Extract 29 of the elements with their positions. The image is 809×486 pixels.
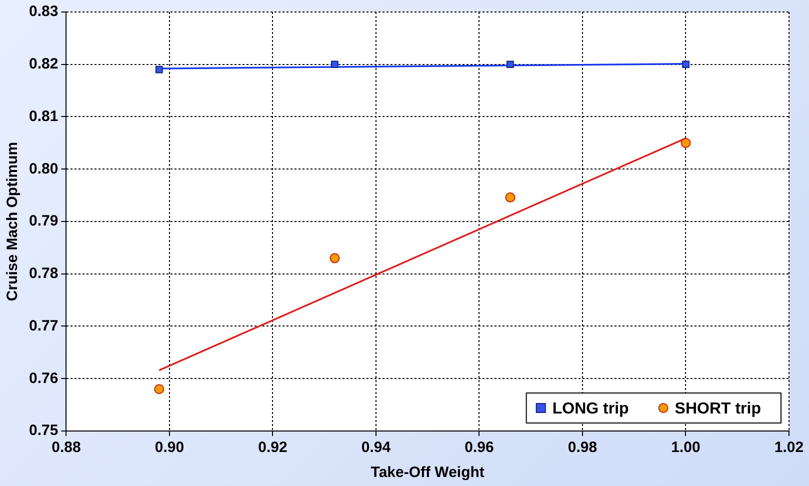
x-tick-label: 0.88	[52, 439, 81, 456]
point	[682, 60, 690, 68]
point	[505, 192, 516, 202]
y-tick-label: 0.77	[28, 317, 58, 334]
y-tick-label: 0.75	[28, 422, 58, 440]
legend-label: LONG trip	[552, 400, 630, 418]
x-tick-label: 0.92	[258, 439, 288, 456]
point	[154, 384, 164, 394]
point	[155, 66, 163, 74]
point	[330, 60, 338, 68]
x-axis-title: Take-Off Weight	[370, 464, 484, 482]
y-tick-label: 0.82	[28, 56, 58, 73]
y-tick-label: 0.78	[28, 265, 58, 282]
y-tick-label: 0.83	[28, 3, 58, 20]
y-tick-label: 0.79	[28, 212, 58, 230]
y-tick-label: 0.80	[28, 160, 58, 178]
y-tick-label: 0.81	[28, 108, 58, 125]
x-tick-label: 0.90	[154, 439, 184, 456]
point	[506, 60, 514, 68]
x-tick-label: 0.96	[464, 439, 494, 456]
point	[680, 138, 691, 148]
x-tick-label: 0.98	[568, 439, 598, 456]
x-tick-label: 1.02	[774, 439, 804, 456]
y-axis-title: Cruise Mach Optimum	[4, 142, 22, 302]
legend-label: SHORT trip	[674, 400, 762, 418]
x-tick-label: 1.00	[671, 439, 700, 456]
x-tick-label: 0.94	[361, 439, 392, 456]
point	[330, 253, 340, 264]
y-tick-label: 0.76	[28, 370, 58, 387]
